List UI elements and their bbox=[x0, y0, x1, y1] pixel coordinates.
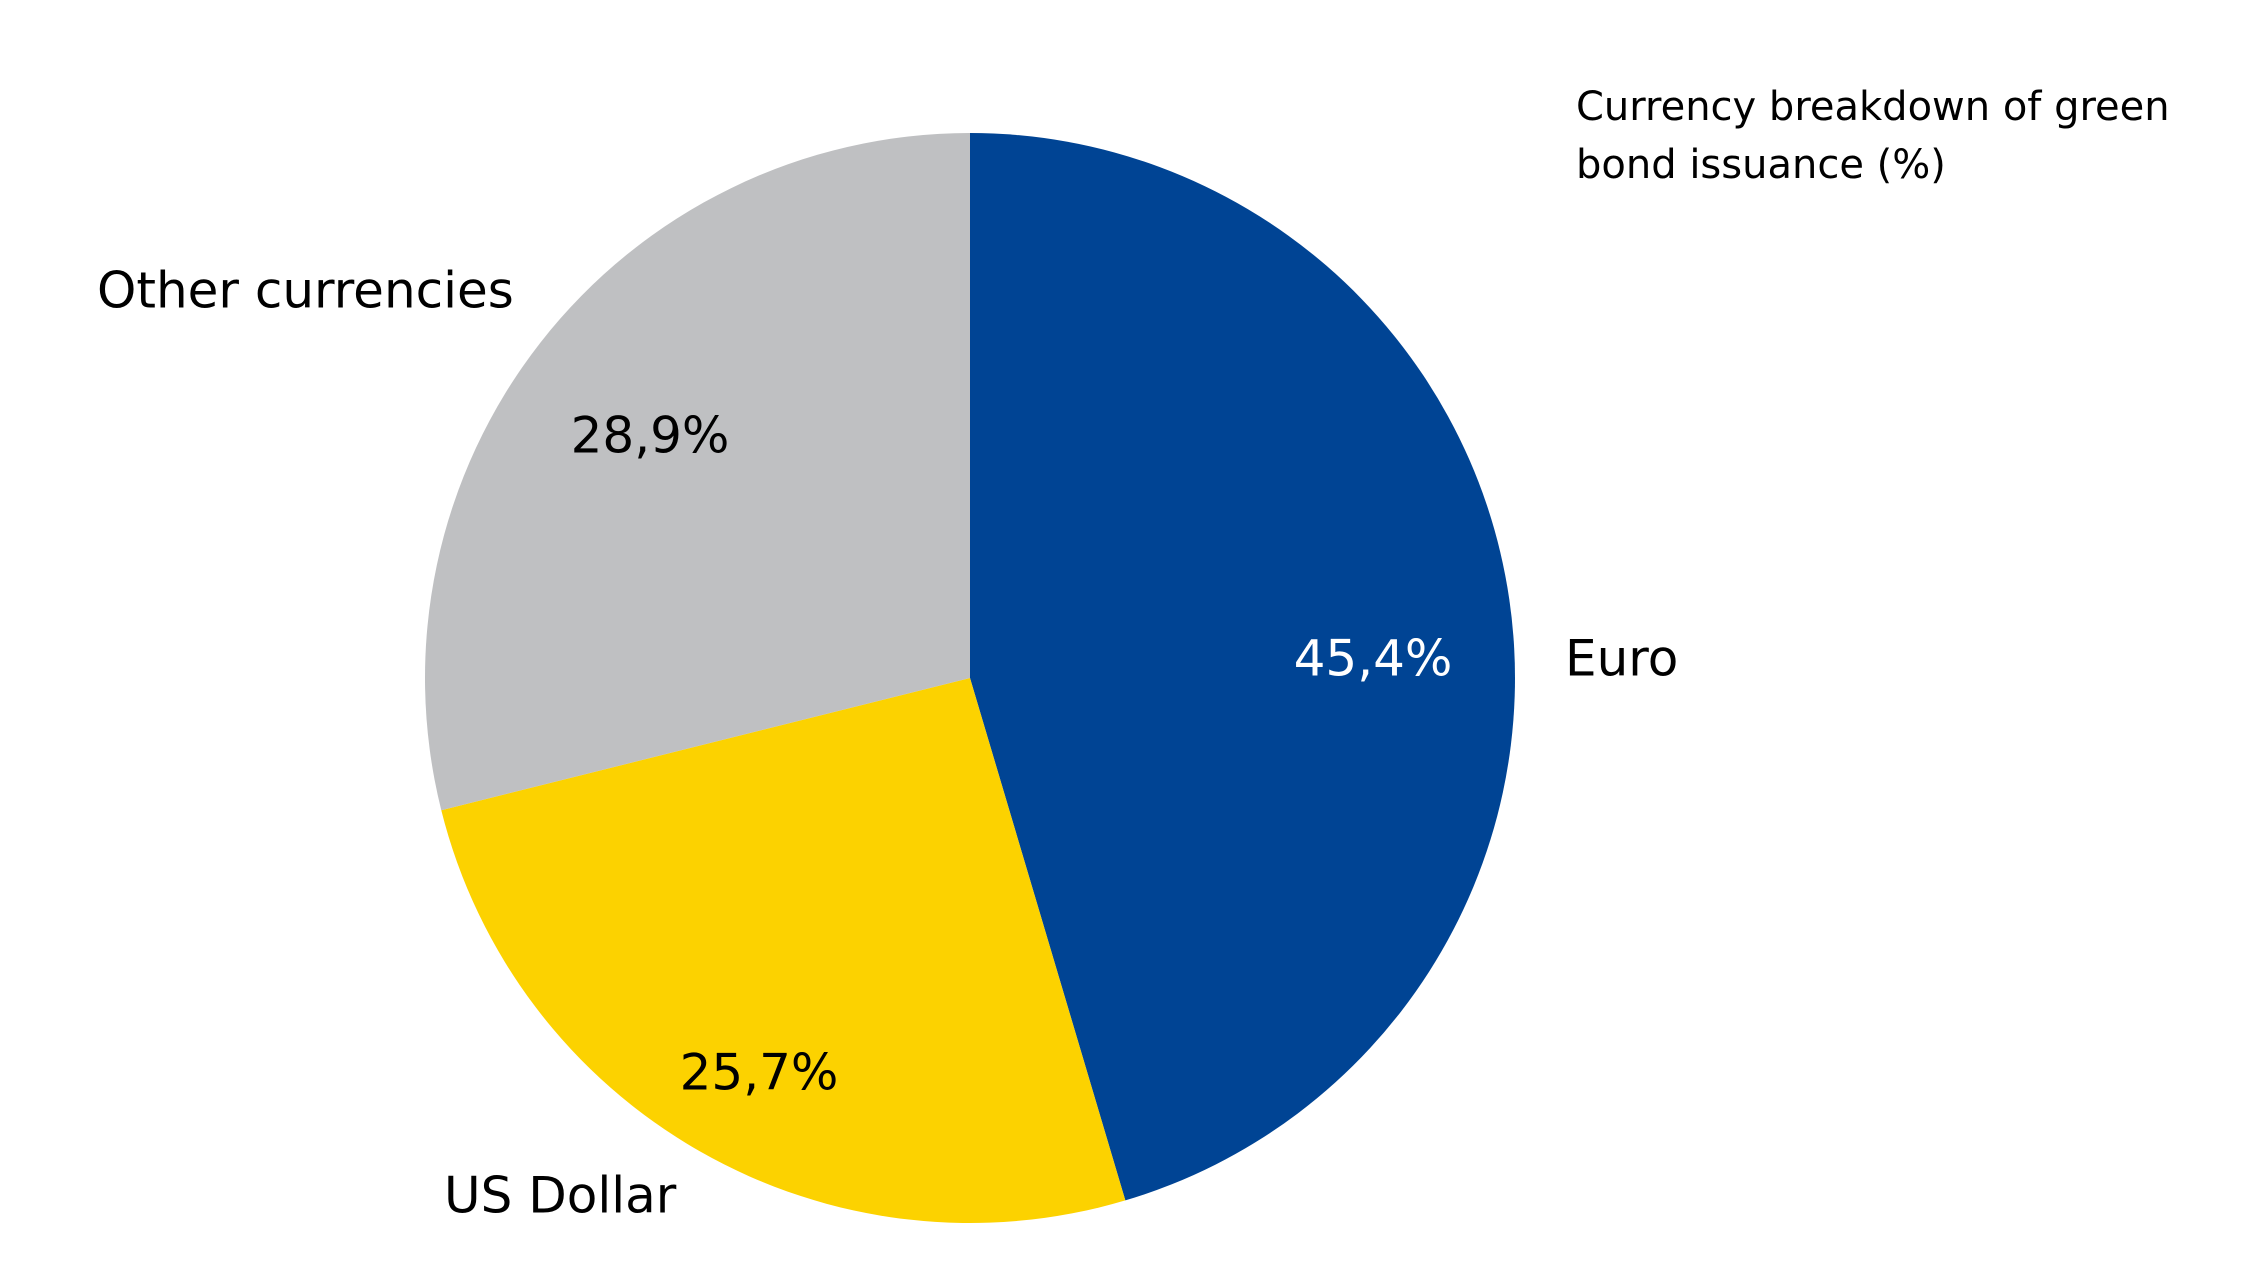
pie-slice bbox=[425, 133, 970, 811]
category-label: Other currencies bbox=[97, 262, 514, 320]
value-label: 45,4% bbox=[1294, 630, 1453, 688]
value-label: 25,7% bbox=[680, 1044, 839, 1102]
pie-slice bbox=[441, 678, 1126, 1223]
category-label: US Dollar bbox=[444, 1167, 677, 1225]
value-label: 28,9% bbox=[571, 407, 730, 465]
category-label: Euro bbox=[1565, 630, 1678, 688]
chart-title: Currency breakdown of green bond issuanc… bbox=[1576, 84, 2170, 188]
pie-slice bbox=[970, 133, 1516, 1201]
